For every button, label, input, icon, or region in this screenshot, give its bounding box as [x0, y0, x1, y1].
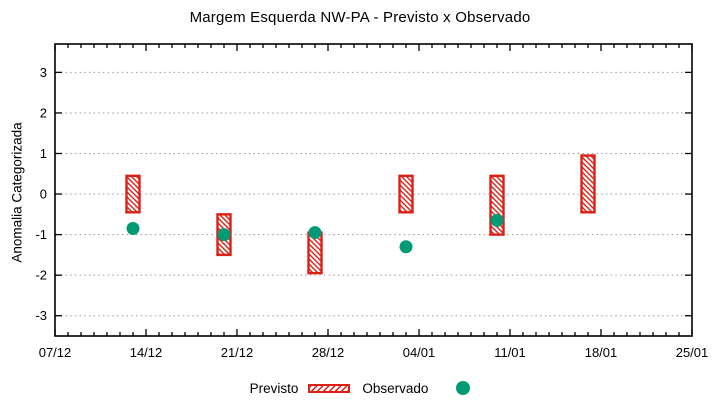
y-tick-label: 2 [40, 105, 47, 120]
y-tick-label: -1 [35, 227, 47, 242]
x-tick-label: 25/01 [676, 345, 709, 360]
observado-point [126, 222, 140, 236]
y-tick-label: -2 [35, 268, 47, 283]
observado-point [399, 240, 413, 254]
x-tick-label: 14/12 [130, 345, 163, 360]
observado-point [490, 213, 504, 227]
previsto-range-bar [125, 174, 141, 214]
previsto-hatched-swatch-icon [308, 383, 351, 393]
y-tick-label: -3 [35, 308, 47, 323]
observado-point [308, 226, 322, 240]
x-tick-label: 18/01 [585, 345, 618, 360]
previsto-range-bar [580, 154, 596, 214]
legend-previsto-label: Previsto [249, 380, 299, 396]
x-tick-label: 28/12 [312, 345, 345, 360]
y-tick-label: 1 [40, 146, 47, 161]
x-tick-label: 07/12 [39, 345, 72, 360]
plot-border [54, 43, 693, 337]
observado-point [217, 228, 231, 242]
y-tick-label: 0 [40, 187, 47, 202]
previsto-range-bar [398, 174, 414, 214]
y-tick-label: 3 [40, 65, 47, 80]
chart-title: Margem Esquerda NW-PA - Previsto x Obser… [189, 9, 531, 26]
x-tick-label: 21/12 [221, 345, 254, 360]
x-tick-label: 04/01 [403, 345, 436, 360]
legend: Previsto Observado [0, 377, 720, 399]
legend-observado-label: Observado [362, 380, 429, 396]
observado-dot-icon [456, 381, 471, 395]
x-tick-label: 11/01 [494, 345, 526, 360]
